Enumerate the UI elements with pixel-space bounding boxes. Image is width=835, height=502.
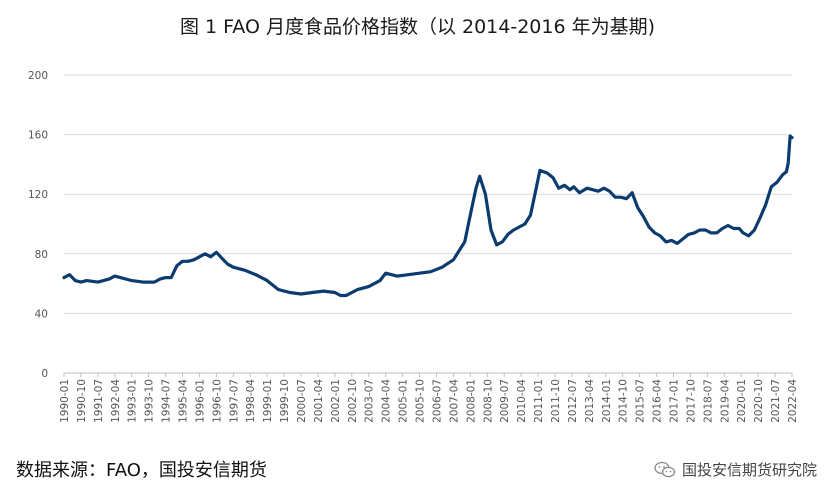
y-tick-label: 200 — [28, 70, 48, 82]
x-tick-label: 2022-04 — [787, 379, 799, 423]
x-tick-label: 2020-10 — [753, 379, 765, 423]
x-tick-label: 2005-10 — [415, 379, 427, 423]
x-tick-label: 1997-07 — [228, 379, 240, 423]
x-tick-label: 2019-04 — [719, 379, 731, 423]
x-tick-label: 1999-10 — [279, 379, 291, 423]
wechat-icon — [654, 461, 676, 477]
x-tick-label: 1990-01 — [59, 379, 71, 423]
x-tick-label: 2015-07 — [635, 379, 647, 423]
x-tick-label: 2011-10 — [550, 379, 562, 423]
x-tick-label: 1996-10 — [211, 379, 223, 423]
x-tick-label: 2020-01 — [736, 379, 748, 423]
y-tick-label: 160 — [28, 130, 48, 142]
y-tick-label: 80 — [35, 249, 48, 261]
x-tick-label: 2011-01 — [533, 379, 545, 423]
x-tick-label: 2002-01 — [330, 379, 342, 423]
x-tick-label: 2005-01 — [398, 379, 410, 423]
x-tick-label: 1999-01 — [262, 379, 274, 423]
x-tick-label: 2012-07 — [567, 379, 579, 423]
x-tick-label: 2008-10 — [482, 379, 494, 423]
x-tick-label: 1993-10 — [144, 379, 156, 423]
x-tick-label: 2018-07 — [702, 379, 714, 423]
x-tick-label: 2002-10 — [347, 379, 359, 423]
y-tick-label: 40 — [35, 308, 48, 320]
chart-title: 图 1 FAO 月度食品价格指数（以 2014-2016 年为基期) — [179, 16, 656, 38]
x-tick-label: 2010-04 — [516, 379, 528, 423]
series-line-fao-food-price-index — [62, 134, 794, 298]
x-tick-label: 2013-04 — [584, 379, 596, 423]
brand-name: 国投安信期货研究院 — [681, 461, 817, 479]
x-tick-label: 2008-01 — [465, 379, 477, 423]
y-tick-label: 120 — [28, 189, 48, 201]
x-tick-label: 2003-07 — [364, 379, 376, 423]
x-tick-label: 2009-07 — [499, 379, 511, 423]
x-tick-label: 2001-04 — [313, 379, 325, 423]
x-tick-label: 2016-04 — [652, 379, 664, 423]
x-tick-label: 1992-04 — [110, 379, 122, 423]
x-tick-label: 2004-04 — [381, 379, 393, 423]
x-tick-label: 2017-01 — [668, 379, 680, 423]
x-tick-label: 2017-10 — [685, 379, 697, 423]
y-tick-label: 0 — [41, 368, 48, 380]
x-tick-label: 1995-04 — [178, 379, 190, 423]
x-tick-label: 2007-04 — [448, 379, 460, 423]
x-tick-label: 1991-07 — [93, 379, 105, 423]
x-tick-label: 2014-10 — [618, 379, 630, 423]
x-tick-label: 1994-07 — [161, 379, 173, 423]
x-tick-label: 2014-01 — [601, 379, 613, 423]
x-tick-label: 1996-01 — [194, 379, 206, 423]
x-tick-label: 2021-07 — [770, 379, 782, 423]
x-tick-label: 2000-07 — [296, 379, 308, 423]
brand-watermark: 国投安信期货研究院 — [654, 459, 817, 480]
x-tick-label: 2006-07 — [431, 379, 443, 423]
x-tick-label: 1998-04 — [245, 379, 257, 423]
x-tick-label: 1990-10 — [76, 379, 88, 423]
line-chart: 0 40 80 120 160 200 1990-01 1990-10 1991-07 1992-… — [28, 70, 799, 423]
data-source-note: 数据来源：FAO，国投安信期货 — [16, 460, 267, 481]
x-tick-label: 1993-01 — [127, 379, 139, 423]
